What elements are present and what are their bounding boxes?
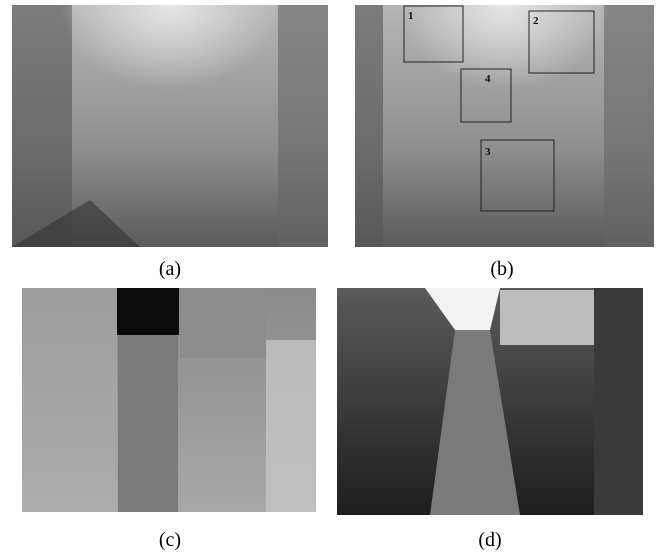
caption: (c) (159, 529, 181, 551)
figure: 1 2 3 4 (a) (b) (c) (d) (0, 0, 658, 553)
panel-d (337, 288, 643, 515)
caption: (b) (490, 258, 513, 280)
panel-c (22, 288, 316, 512)
region-label: 1 (408, 10, 414, 22)
caption: (d) (478, 529, 501, 551)
region-label: 3 (485, 146, 491, 158)
panel-b: 1 2 3 4 (355, 5, 654, 247)
panel-a (12, 5, 328, 247)
region-label: 4 (485, 73, 491, 85)
caption: (a) (159, 258, 181, 280)
region-label: 2 (533, 15, 539, 27)
